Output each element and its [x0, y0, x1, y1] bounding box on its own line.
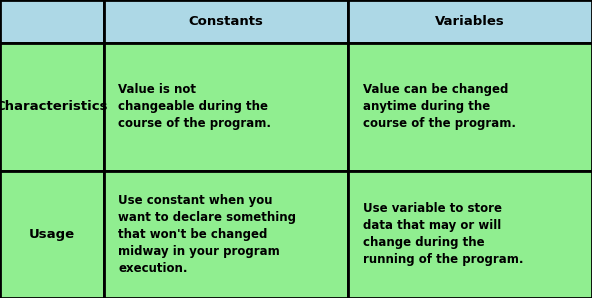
FancyBboxPatch shape: [104, 170, 348, 298]
FancyBboxPatch shape: [348, 0, 592, 43]
Text: Value is not
changeable during the
course of the program.: Value is not changeable during the cours…: [118, 83, 271, 131]
Text: Characteristics: Characteristics: [0, 100, 108, 114]
FancyBboxPatch shape: [348, 170, 592, 298]
Text: Usage: Usage: [29, 228, 75, 241]
FancyBboxPatch shape: [104, 43, 348, 170]
FancyBboxPatch shape: [104, 0, 348, 43]
FancyBboxPatch shape: [348, 43, 592, 170]
FancyBboxPatch shape: [0, 170, 104, 298]
FancyBboxPatch shape: [0, 43, 104, 170]
Text: Variables: Variables: [435, 15, 505, 28]
Text: Constants: Constants: [188, 15, 263, 28]
Text: Use variable to store
data that may or will
change during the
running of the pro: Use variable to store data that may or w…: [362, 202, 523, 266]
Text: Use constant when you
want to declare something
that won't be changed
midway in : Use constant when you want to declare so…: [118, 194, 297, 275]
FancyBboxPatch shape: [0, 0, 104, 43]
Text: Value can be changed
anytime during the
course of the program.: Value can be changed anytime during the …: [362, 83, 516, 131]
